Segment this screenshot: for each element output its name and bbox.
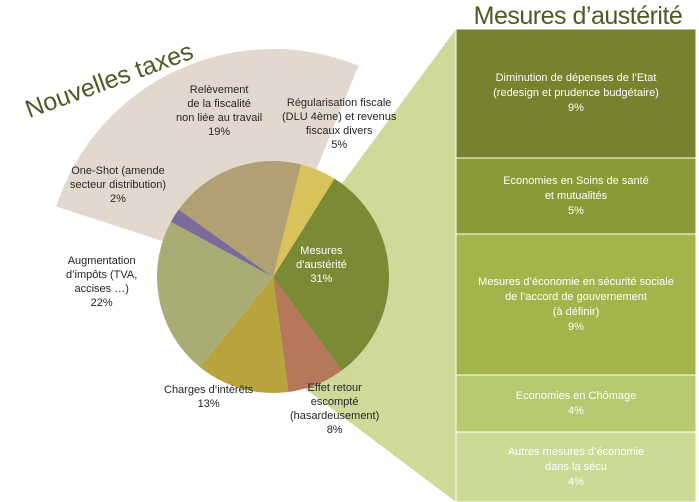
label-austerity-line: 31% — [310, 273, 333, 285]
pie-chart — [157, 161, 389, 393]
label-fiscal-regularisation-line: 5% — [331, 139, 348, 151]
austerity-breakdown-text: (redesign et prudence budgétaire) — [493, 87, 659, 99]
label-non-labour-taxation-line: non liée au travail — [176, 112, 263, 124]
label-fiscal-regularisation-line: Régularisation fiscale — [286, 97, 392, 109]
label-tax-increase: Augmentation d’impôts (TVA, accises …) 22% — [66, 254, 137, 310]
label-one-shot-line: 2% — [110, 193, 126, 205]
austerity-breakdown-text: Diminution de dépenses de l’Etat — [495, 72, 657, 84]
label-one-shot-line: secteur distribution) — [70, 179, 166, 191]
slice-austerity — [273, 178, 389, 371]
austerity-breakdown-text: Economies en Chômage — [515, 389, 637, 402]
austerity-breakdown-text: 4% — [568, 475, 584, 488]
austerity-breakdown-text: 4% — [568, 404, 584, 417]
austerity-breakdown-text: Autres mesures d’économie — [507, 445, 645, 458]
austerity-breakdown-text: Economies en Soins de santé — [503, 174, 649, 187]
label-austerity-line: d’austérité — [296, 259, 347, 271]
slice-one-shot — [170, 209, 273, 277]
label-non-labour-taxation-line: Relèvement — [189, 84, 249, 96]
slice-interest-charges — [199, 277, 289, 393]
label-one-shot-line: One-Shot (amende — [71, 165, 165, 177]
label-interest-charges-line: Charges d’intérêts — [164, 384, 254, 396]
label-fiscal-regularisation-line: fiscaux divers — [305, 125, 373, 137]
label-one-shot: One-Shot (amende secteur distribution) 2% — [70, 164, 166, 206]
label-return-effect-line: 8% — [326, 424, 343, 436]
slice-non-labour-taxation — [178, 161, 302, 277]
label-tax-increase-line: d’impôts (TVA, — [66, 269, 138, 281]
label-tax-increase-line: Augmentation — [67, 255, 136, 267]
austerity-breakdown-text: dans la sécu — [545, 460, 607, 473]
label-austerity: Mesures d’austérité 31% — [296, 244, 347, 286]
austerity-breakdown-text: 9% — [568, 320, 584, 333]
austerity-breakdown-text: de l’accord de gouvernement — [505, 290, 647, 303]
label-interest-charges: Charges d’intérêts 13% — [164, 383, 253, 411]
slice-return-effect — [273, 277, 342, 392]
austerity-breakdown-item-2: Economies en Soins de santé et mutualités… — [456, 158, 696, 234]
austerity-breakdown-item-1: Diminution de dépenses de l’Etat (redesig… — [456, 29, 696, 158]
austerity-breakdown-text: (à définir) — [552, 305, 600, 318]
label-austerity-line: Mesures — [300, 245, 343, 257]
austerity-breakdown-text: 9% — [568, 102, 584, 114]
austerity-panel-4 — [455, 374, 697, 433]
label-return-effect-line: (hasardeusement) — [290, 410, 380, 422]
austerity-breakdown-text: 5% — [568, 204, 584, 217]
austerity-breakdown-panels — [455, 28, 697, 502]
austerity-breakdown-text: et mutualités — [544, 189, 608, 202]
austerity-title: Mesures d’austérité — [473, 2, 683, 30]
austerity-panel-5 — [455, 431, 697, 502]
austerity-breakdown-item-5: Autres mesures d’économie dans la sécu 4% — [456, 432, 696, 502]
austerity-breakdown-item-4: Economies en Chômage 4% — [456, 375, 696, 432]
austerity-panel-3 — [455, 233, 697, 376]
label-return-effect: Effet retour escompté (hasardeusement) 8% — [290, 381, 379, 437]
austerity-panel-2 — [455, 157, 697, 235]
slice-fiscal-regularisation — [273, 164, 335, 277]
label-interest-charges-line: 13% — [197, 398, 220, 410]
austerity-panel-1 — [455, 28, 697, 159]
label-non-labour-taxation: Relèvement de la fiscalité non liée au tra… — [176, 83, 262, 139]
label-non-labour-taxation-line: de la fiscalité — [187, 98, 251, 110]
label-tax-increase-line: accises …) — [74, 283, 129, 295]
label-return-effect-line: Effet retour — [307, 382, 362, 394]
label-tax-increase-line: 22% — [90, 297, 113, 309]
label-return-effect-line: escompté — [310, 396, 359, 408]
label-non-labour-taxation-line: 19% — [208, 126, 231, 138]
slice-tax-increase — [157, 221, 273, 367]
label-fiscal-regularisation-line: (DLU 4ème) et revenus — [282, 111, 397, 123]
austerity-breakdown-item-3: Mesures d’économie en sécurité sociale de… — [456, 234, 696, 375]
austerity-breakdown-text: Mesures d’économie en sécurité sociale — [478, 275, 674, 288]
label-fiscal-regularisation: Régularisation fiscale (DLU 4ème) et reve… — [282, 96, 396, 152]
